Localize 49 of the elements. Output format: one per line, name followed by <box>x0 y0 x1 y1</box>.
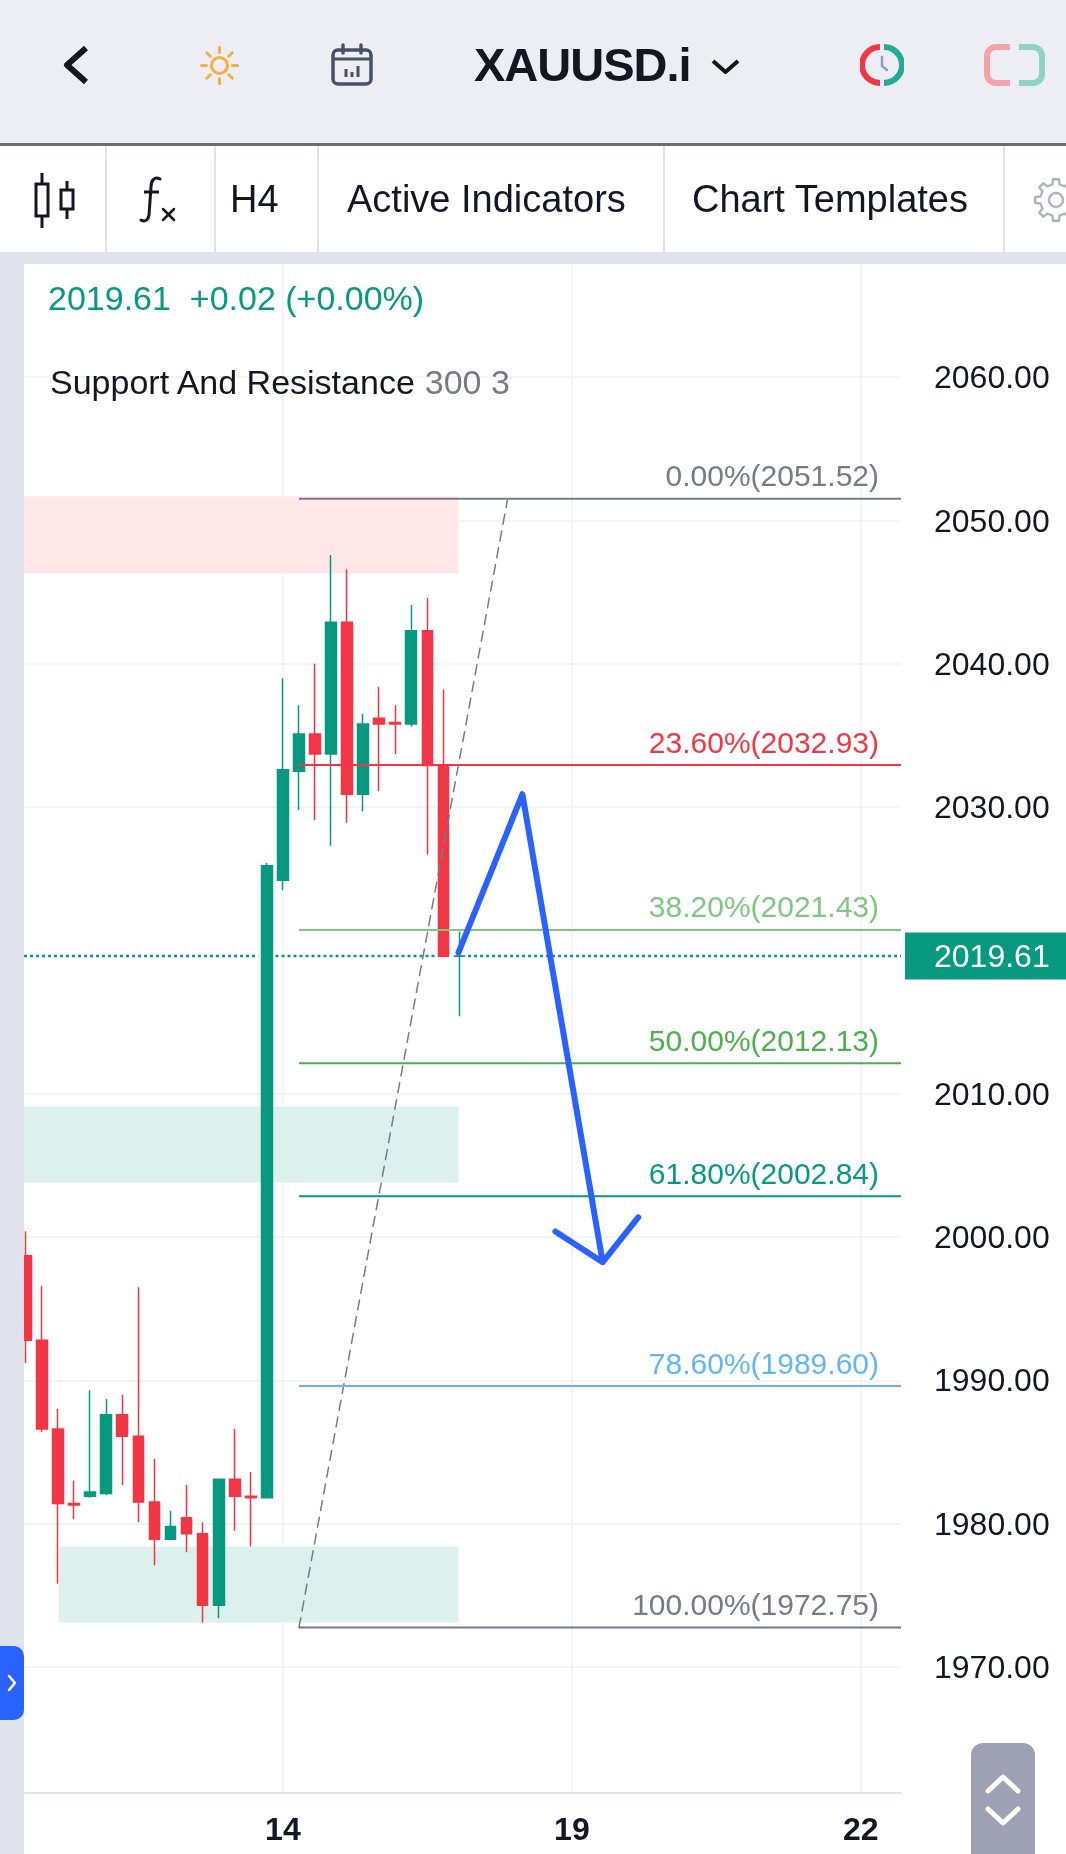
y-tick-label: 2050.00 <box>934 502 1050 539</box>
y-tick-label: 2060.00 <box>934 359 1050 396</box>
candlestick <box>356 713 370 813</box>
text: Active Indicators <box>347 178 626 220</box>
candlestick <box>324 554 338 847</box>
candlestick <box>67 1479 81 1521</box>
candlestick <box>180 1484 193 1554</box>
y-tick-label: 2010.00 <box>934 1075 1050 1112</box>
annotation: Support And Resistance <box>50 363 415 401</box>
candlestick <box>115 1393 129 1486</box>
candlestick <box>83 1389 97 1499</box>
candlestick <box>292 704 306 811</box>
ref-line-label: 2019.61 <box>934 937 1050 974</box>
candlestick <box>51 1408 65 1585</box>
ref-line-label: 0.00%(2051.52) <box>665 459 879 493</box>
ref-line-label: 61.80%(2002.84) <box>648 1156 879 1190</box>
candlestick <box>99 1398 113 1496</box>
candlestick <box>388 704 402 755</box>
candlestick <box>212 1478 226 1619</box>
chart-title: XAUUSD.i <box>474 38 691 91</box>
candlestick <box>453 931 466 1018</box>
x-tick-label: 14 <box>265 1811 301 1847</box>
text: Chart Templates <box>692 178 968 220</box>
ref-line-label: 23.60%(2032.93) <box>648 725 879 759</box>
candlestick <box>404 604 418 728</box>
text: H4 <box>230 178 279 220</box>
candlestick <box>132 1286 145 1523</box>
candlestick <box>148 1458 161 1566</box>
ref-line-label: 100.00%(1972.75) <box>632 1587 879 1621</box>
candlestick <box>260 862 274 1499</box>
candlestick <box>244 1471 258 1548</box>
chart-subtitle: 2019.61 +0.02 (+0.00%) <box>48 279 425 317</box>
candlestick <box>35 1284 49 1433</box>
candlestick <box>228 1428 242 1532</box>
annotation: 300 3 <box>424 363 510 401</box>
ref-line-label: 38.20%(2021.43) <box>648 890 879 924</box>
candlestick <box>276 677 290 891</box>
y-tick-label: 1980.00 <box>934 1505 1050 1542</box>
y-tick-label: 2000.00 <box>934 1219 1050 1255</box>
candlestick <box>196 1521 209 1624</box>
y-tick-label: 2040.00 <box>934 645 1050 682</box>
y-tick-label: 1970.00 <box>934 1648 1050 1685</box>
y-tick-label: 1990.00 <box>934 1362 1050 1399</box>
ref-line-label: 78.60%(1989.60) <box>648 1346 879 1380</box>
x-tick-label: 22 <box>843 1811 879 1847</box>
candlestick <box>164 1509 177 1541</box>
y-tick-label: 2030.00 <box>934 789 1050 826</box>
ref-line-label: 50.00%(2012.13) <box>648 1023 879 1057</box>
x-tick-label: 19 <box>554 1811 590 1847</box>
